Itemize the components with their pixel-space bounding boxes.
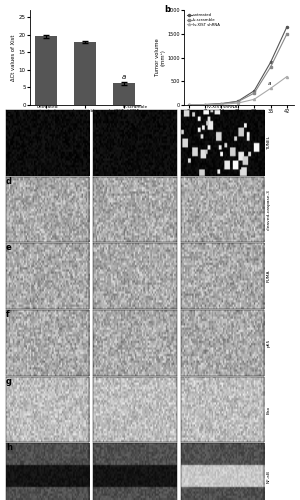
Title: untreated: untreated [37, 105, 58, 109]
Title: lv-XIST shRNA: lv-XIST shRNA [207, 105, 238, 109]
Y-axis label: Tumor volume
(mm³): Tumor volume (mm³) [155, 38, 166, 76]
Text: PUMA: PUMA [267, 270, 271, 282]
Bar [113, 83, 135, 105]
Bar [74, 42, 96, 105]
Text: a: a [268, 81, 272, 86]
Text: Bax: Bax [267, 406, 271, 413]
Text: e: e [6, 244, 12, 252]
Bar [35, 36, 57, 105]
Text: h: h [6, 444, 12, 452]
Y-axis label: ΔCt values of Xist: ΔCt values of Xist [11, 34, 16, 80]
Text: c: c [6, 110, 11, 119]
Text: a: a [122, 74, 126, 80]
Title: lv-scramble: lv-scramble [122, 105, 148, 109]
Text: cleaved-caspase-3: cleaved-caspase-3 [267, 189, 271, 230]
Text: f: f [6, 310, 10, 319]
Text: d: d [6, 176, 12, 186]
Text: NF-κB: NF-κB [267, 470, 271, 482]
X-axis label: Weeks: Weeks [230, 116, 248, 120]
Text: g: g [6, 376, 12, 386]
Legend: untreated, lv-scramble, lv-XIST shRNA: untreated, lv-scramble, lv-XIST shRNA [186, 12, 221, 28]
Text: b: b [164, 5, 170, 14]
Text: TUNEL: TUNEL [267, 136, 271, 150]
Text: p65: p65 [267, 338, 271, 347]
